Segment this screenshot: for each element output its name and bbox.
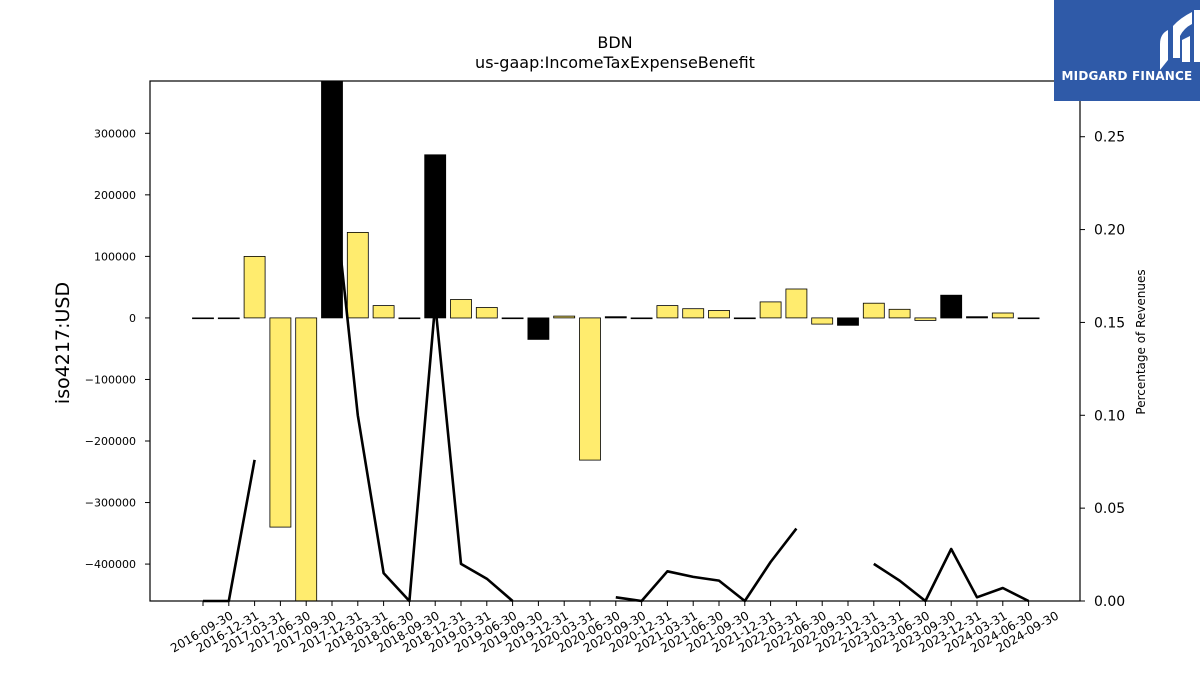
bar (450, 299, 472, 319)
bar (192, 317, 214, 320)
bar (424, 154, 447, 319)
bar-group (192, 80, 1040, 602)
chart-title: BDN (597, 33, 632, 52)
bar (656, 305, 679, 319)
y2-tick-label: 0.25 (1094, 130, 1125, 146)
bar (604, 316, 627, 319)
bar (991, 312, 1014, 319)
bar (1017, 317, 1040, 320)
y-tick-label: −200000 (85, 435, 136, 448)
x-axis-ticks: 2016-09-302016-12-312017-03-312017-06-30… (168, 601, 1061, 655)
bar (733, 317, 756, 320)
bar (553, 315, 576, 319)
bar (888, 308, 911, 319)
y-tick-label: −400000 (85, 558, 136, 571)
midgard-logo-icon (1160, 10, 1200, 70)
right-axis-ticks: 0.00 0.05 0.10 0.15 0.20 0.25 (1080, 130, 1125, 610)
bar (837, 317, 859, 326)
y2-axis-label: Percentage of Revenues (1134, 269, 1148, 414)
bar (579, 317, 601, 461)
bar (785, 288, 808, 319)
bar (862, 302, 885, 319)
ratio-line (615, 527, 798, 603)
bar (295, 317, 318, 602)
bar (217, 317, 240, 320)
bar (708, 310, 730, 319)
midgard-finance-logo: MIDGARD FINANCE (1054, 0, 1200, 101)
bar (682, 308, 705, 319)
y2-tick-label: 0.05 (1094, 501, 1125, 517)
y2-tick-label: 0.10 (1094, 408, 1125, 424)
y-tick-label: 0 (129, 312, 136, 325)
chart-subtitle: us-gaap:IncomeTaxExpenseBenefit (475, 53, 755, 72)
y-axis-label: iso4217:USD (52, 282, 74, 404)
y2-tick-label: 0.00 (1094, 594, 1125, 610)
logo-text: MIDGARD FINANCE (1061, 69, 1193, 83)
bar (475, 307, 498, 319)
bar (243, 255, 266, 319)
bar (321, 80, 343, 319)
y-tick-label: −300000 (85, 497, 136, 510)
y-tick-label: 100000 (94, 250, 136, 263)
bar (914, 317, 937, 321)
ratio-line (330, 173, 514, 603)
bar (759, 301, 782, 319)
bar (630, 317, 653, 320)
bar (501, 317, 524, 320)
y-tick-label: 200000 (94, 189, 136, 202)
y-tick-label: 300000 (94, 127, 136, 140)
ratio-line (203, 459, 256, 603)
bar (269, 317, 292, 528)
bar (398, 317, 421, 320)
bar (346, 231, 369, 319)
plot-frame (149, 80, 1081, 602)
bar (811, 317, 834, 325)
ratio-line (873, 547, 1030, 603)
left-axis-ticks: −400000 −300000 −200000 −100000 0 100000 20000… (85, 127, 150, 571)
bar (966, 316, 988, 319)
bar (527, 317, 550, 340)
y-tick-label: −100000 (85, 373, 136, 386)
bar (940, 294, 963, 319)
y2-tick-label: 0.15 (1094, 315, 1125, 331)
bar (372, 305, 395, 319)
y2-tick-label: 0.20 (1094, 223, 1125, 239)
